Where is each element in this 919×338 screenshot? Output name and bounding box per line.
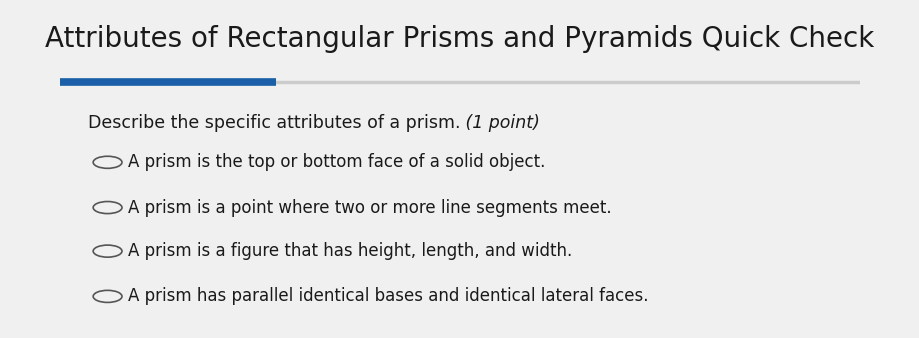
Text: A prism has parallel identical bases and identical lateral faces.: A prism has parallel identical bases and… (128, 287, 647, 306)
Text: A prism is the top or bottom face of a solid object.: A prism is the top or bottom face of a s… (128, 153, 544, 171)
Text: (1 point): (1 point) (460, 114, 539, 132)
Text: A prism is a figure that has height, length, and width.: A prism is a figure that has height, len… (128, 242, 572, 260)
Text: Attributes of Rectangular Prisms and Pyramids Quick Check: Attributes of Rectangular Prisms and Pyr… (45, 25, 874, 53)
Text: A prism is a point where two or more line segments meet.: A prism is a point where two or more lin… (128, 198, 610, 217)
Text: Describe the specific attributes of a prism.: Describe the specific attributes of a pr… (87, 114, 460, 132)
